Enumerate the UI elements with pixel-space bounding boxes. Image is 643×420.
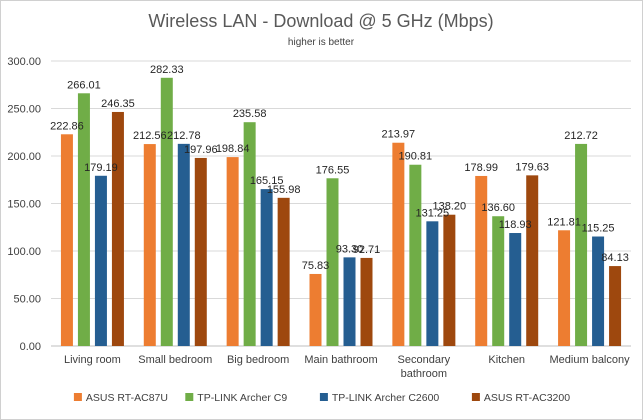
- legend-swatch: [471, 393, 480, 401]
- data-label: 213.97: [382, 129, 416, 141]
- data-label: 136.60: [481, 202, 515, 214]
- y-tick-label: 50.00: [13, 294, 41, 306]
- data-label: 235.58: [233, 108, 267, 120]
- x-category-label: Medium balcony: [550, 354, 631, 366]
- data-label: 246.35: [101, 98, 135, 110]
- data-label: 75.83: [302, 260, 330, 272]
- gridlines: [51, 60, 631, 347]
- legend-label: TP-LINK Archer C9: [197, 392, 287, 404]
- data-label: 179.63: [515, 161, 549, 173]
- x-axis: Living room Small bedroom Big bedroom Main …: [64, 354, 630, 380]
- data-label: 212.56: [133, 130, 167, 142]
- data-label: 282.33: [150, 64, 184, 76]
- bar: [77, 93, 90, 346]
- bar: [343, 257, 356, 346]
- data-label: 266.01: [67, 79, 101, 91]
- legend-label: TP-LINK Archer C2600: [332, 392, 440, 404]
- y-tick-label: 150.00: [7, 199, 41, 211]
- legend-label: ASUS RT-AC87U: [86, 392, 168, 404]
- data-label: 155.98: [267, 184, 301, 196]
- bar: [60, 134, 73, 346]
- bar: [443, 214, 456, 346]
- bar: [558, 230, 571, 346]
- y-axis: 0.00 50.00 100.00 150.00 200.00 250.00 300.00: [7, 56, 41, 353]
- chart-title: Wireless LAN - Download @ 5 GHz (Mbps): [148, 11, 493, 31]
- data-label: 92.71: [353, 244, 381, 256]
- data-label: 115.25: [582, 223, 615, 235]
- bar: [277, 197, 290, 346]
- bar: [111, 111, 124, 346]
- bar: [509, 233, 522, 346]
- y-tick-label: 100.00: [7, 246, 41, 258]
- y-tick-label: 300.00: [7, 56, 41, 68]
- bar: [260, 189, 273, 346]
- data-label: 138.20: [433, 201, 467, 213]
- data-label: 118.93: [499, 219, 532, 231]
- legend: ASUS RT-AC87U TP-LINK Archer C9 TP-LINK Ar…: [73, 392, 570, 404]
- bar: [243, 122, 256, 346]
- bar: [426, 221, 439, 346]
- bar: [143, 144, 156, 346]
- x-category-label: Living room: [64, 354, 121, 366]
- bar: [592, 236, 605, 346]
- x-category-label: Main bathroom: [304, 354, 377, 366]
- x-category-label: Kitchen: [488, 354, 525, 366]
- bar: [94, 175, 107, 346]
- data-label: 84.13: [601, 252, 629, 264]
- x-category-label: Big bedroom: [227, 354, 289, 366]
- data-label: 178.99: [464, 162, 498, 174]
- bar: [326, 178, 339, 346]
- data-labels: 222.86 266.01 179.19 246.35 212.56 282.33 212.…: [50, 64, 629, 272]
- bar: [177, 143, 190, 346]
- y-tick-label: 200.00: [7, 151, 41, 163]
- legend-swatch: [73, 393, 82, 401]
- bar: [360, 257, 373, 346]
- legend-swatch: [185, 393, 194, 401]
- data-label: 131.25: [416, 207, 450, 219]
- bar: [392, 142, 405, 346]
- data-label: 121.81: [547, 216, 581, 228]
- bar-series: [60, 77, 622, 346]
- bar: [475, 175, 488, 346]
- data-label: 198.84: [216, 143, 250, 155]
- bar: [160, 77, 173, 346]
- chart-subtitle: higher is better: [288, 37, 355, 48]
- bar: [309, 273, 322, 346]
- bar: [409, 164, 422, 346]
- data-label: 222.86: [50, 120, 84, 132]
- y-tick-label: 250.00: [7, 104, 41, 116]
- x-category-label: Secondary bathroom: [398, 354, 451, 380]
- bar: [609, 266, 622, 346]
- data-label: 165.15: [250, 175, 284, 187]
- bar: [226, 157, 239, 346]
- legend-label: ASUS RT-AC3200: [484, 392, 570, 404]
- bar: [194, 157, 207, 346]
- data-label: 212.72: [564, 130, 598, 142]
- data-label: 190.81: [399, 151, 433, 163]
- data-label: 197.96: [184, 144, 218, 156]
- bar: [575, 143, 588, 346]
- data-label: 179.19: [84, 162, 118, 174]
- y-tick-label: 0.00: [20, 341, 41, 353]
- bar: [492, 216, 505, 346]
- bar: [526, 175, 539, 346]
- data-label: 212.78: [167, 130, 201, 142]
- data-label: 176.55: [316, 164, 350, 176]
- legend-swatch: [319, 393, 328, 401]
- data-label: 93.30: [336, 243, 364, 255]
- x-category-label: Small bedroom: [138, 354, 212, 366]
